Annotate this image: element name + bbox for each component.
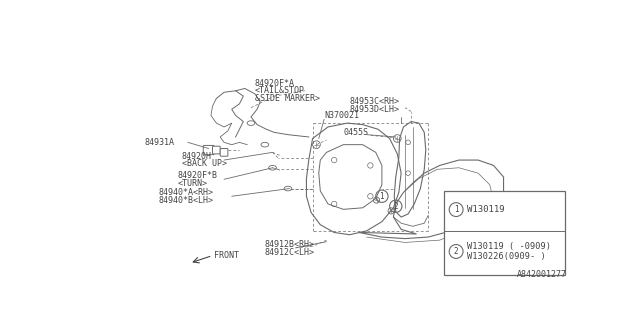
Text: 84931A: 84931A	[145, 138, 175, 147]
Text: 84912B<RH>: 84912B<RH>	[265, 240, 315, 249]
Text: W130226(0909- ): W130226(0909- )	[467, 252, 546, 261]
Text: <BACK UP>: <BACK UP>	[182, 159, 227, 168]
Text: FRONT: FRONT	[214, 251, 239, 260]
Bar	[444, 191, 564, 275]
Text: 84940*A<RH>: 84940*A<RH>	[159, 188, 214, 197]
Text: A842001277: A842001277	[516, 270, 566, 279]
Text: 84920F*A: 84920F*A	[255, 78, 295, 88]
FancyBboxPatch shape	[220, 148, 228, 156]
Text: 1: 1	[380, 192, 384, 201]
Text: 84953D<LH>: 84953D<LH>	[349, 105, 399, 114]
FancyBboxPatch shape	[204, 145, 214, 155]
Text: <TURN>: <TURN>	[178, 179, 208, 188]
Text: W130119: W130119	[467, 205, 504, 214]
Text: &SIDE MARKER>: &SIDE MARKER>	[255, 94, 320, 103]
Text: 0455S: 0455S	[344, 128, 369, 137]
Text: N370021: N370021	[324, 111, 359, 120]
Text: 84953C<RH>: 84953C<RH>	[349, 97, 399, 106]
FancyBboxPatch shape	[212, 146, 220, 154]
Text: 84920F*B: 84920F*B	[178, 171, 218, 180]
Text: 84912C<LH>: 84912C<LH>	[265, 248, 315, 257]
Text: 2: 2	[394, 202, 398, 211]
Text: 84920H: 84920H	[182, 152, 212, 161]
Text: 1: 1	[454, 205, 458, 214]
Text: 84940*B<LH>: 84940*B<LH>	[159, 196, 214, 204]
Text: <TAIL&STOP: <TAIL&STOP	[255, 86, 305, 95]
Text: 2: 2	[454, 247, 458, 256]
Text: W130119 ( -0909): W130119 ( -0909)	[467, 242, 551, 251]
